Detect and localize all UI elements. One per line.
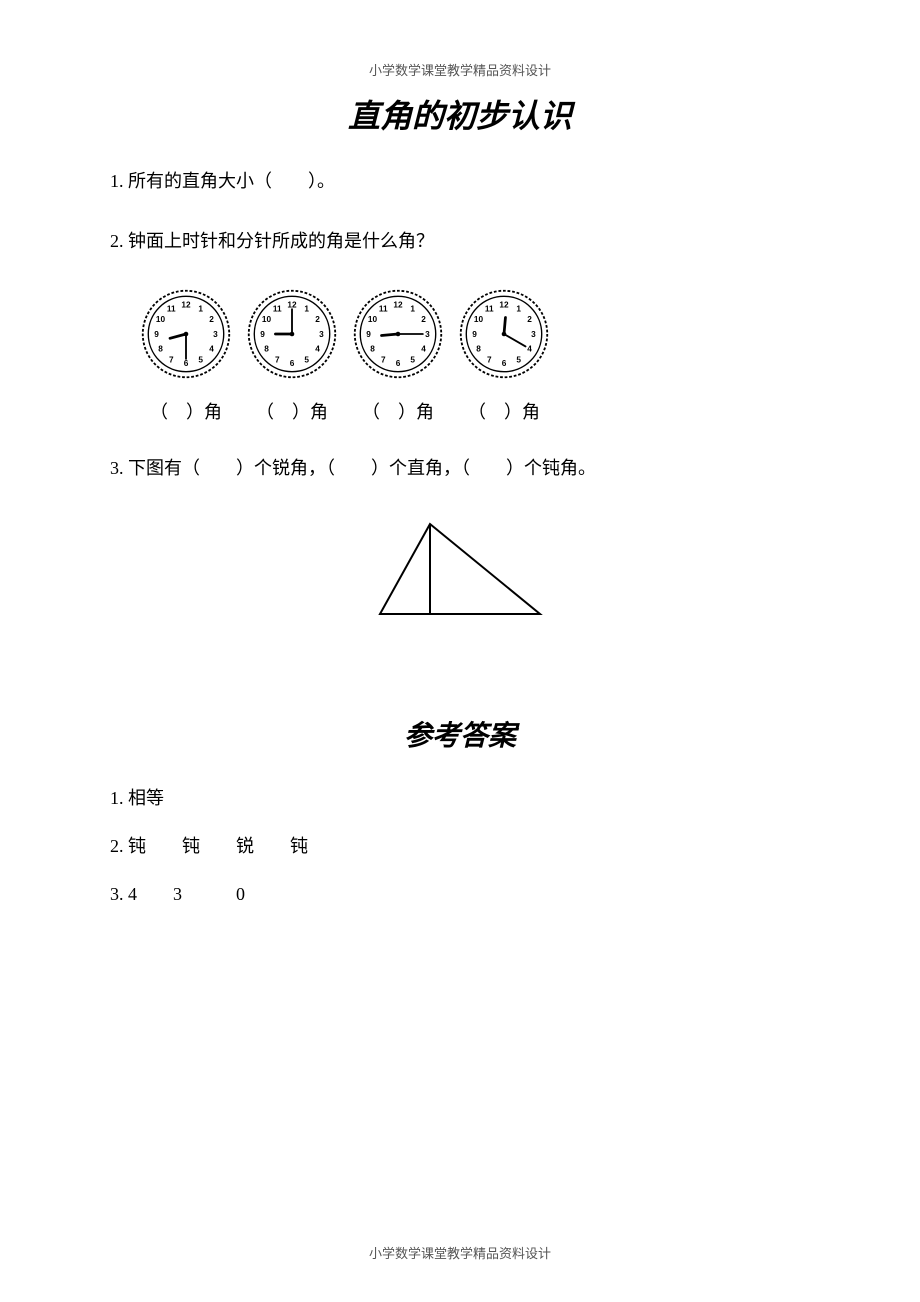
svg-text:9: 9 <box>154 330 159 339</box>
svg-text:10: 10 <box>262 315 272 324</box>
clocks-row: 123456789101112 123456789101112 12345678… <box>140 288 810 380</box>
svg-text:4: 4 <box>527 344 532 353</box>
svg-text:7: 7 <box>381 355 386 364</box>
svg-text:5: 5 <box>304 355 309 364</box>
svg-text:10: 10 <box>156 315 166 324</box>
answer-1: 1. 相等 <box>110 784 810 810</box>
svg-text:5: 5 <box>516 355 521 364</box>
svg-text:12: 12 <box>393 300 403 309</box>
svg-text:11: 11 <box>485 304 494 313</box>
svg-text:11: 11 <box>379 304 388 313</box>
svg-text:6: 6 <box>396 359 401 368</box>
page-title: 直角的初步认识 <box>110 91 810 137</box>
svg-text:3: 3 <box>531 330 536 339</box>
clock-label-3: （ ）角 <box>352 398 444 424</box>
svg-text:11: 11 <box>167 304 176 313</box>
page-footer: 小学数学课堂教学精品资料设计 <box>0 1243 920 1262</box>
clock-2: 123456789101112 <box>246 288 338 380</box>
clock-1: 123456789101112 <box>140 288 232 380</box>
clock-labels-row: （ ）角 （ ）角 （ ）角 （ ）角 <box>140 398 810 424</box>
svg-text:11: 11 <box>273 304 282 313</box>
svg-text:2: 2 <box>315 315 320 324</box>
svg-text:8: 8 <box>264 344 269 353</box>
triangle-figure <box>370 514 550 624</box>
svg-text:5: 5 <box>198 355 203 364</box>
svg-text:6: 6 <box>502 359 507 368</box>
clock-label-2: （ ）角 <box>246 398 338 424</box>
clock-4: 123456789101112 <box>458 288 550 380</box>
svg-text:1: 1 <box>516 304 521 313</box>
page-header: 小学数学课堂教学精品资料设计 <box>110 60 810 79</box>
clock-label-4: （ ）角 <box>458 398 550 424</box>
svg-text:2: 2 <box>527 315 532 324</box>
svg-text:3: 3 <box>213 330 218 339</box>
svg-text:7: 7 <box>487 355 492 364</box>
answer-3: 3. 4 3 0 <box>110 880 810 906</box>
svg-text:1: 1 <box>198 304 203 313</box>
svg-text:7: 7 <box>275 355 280 364</box>
svg-text:9: 9 <box>366 330 371 339</box>
svg-text:1: 1 <box>304 304 309 313</box>
svg-text:3: 3 <box>425 330 430 339</box>
svg-text:2: 2 <box>209 315 214 324</box>
svg-text:12: 12 <box>181 300 191 309</box>
svg-text:6: 6 <box>290 359 295 368</box>
question-3: 3. 下图有（ ）个锐角，（ ）个直角，（ ）个钝角。 <box>110 452 810 484</box>
svg-text:10: 10 <box>474 315 484 324</box>
svg-text:9: 9 <box>472 330 477 339</box>
svg-text:12: 12 <box>499 300 509 309</box>
clock-3: 123456789101112 <box>352 288 444 380</box>
svg-text:3: 3 <box>319 330 324 339</box>
svg-text:7: 7 <box>169 355 174 364</box>
svg-text:10: 10 <box>368 315 378 324</box>
clock-label-1: （ ）角 <box>140 398 232 424</box>
question-2: 2. 钟面上时针和分针所成的角是什么角？ <box>110 225 810 257</box>
svg-text:4: 4 <box>209 344 214 353</box>
svg-text:8: 8 <box>370 344 375 353</box>
svg-text:1: 1 <box>410 304 415 313</box>
svg-text:8: 8 <box>476 344 481 353</box>
triangle-container <box>110 514 810 624</box>
svg-text:4: 4 <box>315 344 320 353</box>
svg-text:12: 12 <box>287 300 297 309</box>
answer-2: 2. 钝 钝 锐 钝 <box>110 832 810 858</box>
svg-text:5: 5 <box>410 355 415 364</box>
question-1: 1. 所有的直角大小（ ）。 <box>110 165 810 197</box>
svg-text:6: 6 <box>184 359 189 368</box>
svg-text:2: 2 <box>421 315 426 324</box>
svg-text:8: 8 <box>158 344 163 353</box>
svg-text:4: 4 <box>421 344 426 353</box>
answer-title: 参考答案 <box>110 714 810 754</box>
svg-text:9: 9 <box>260 330 265 339</box>
